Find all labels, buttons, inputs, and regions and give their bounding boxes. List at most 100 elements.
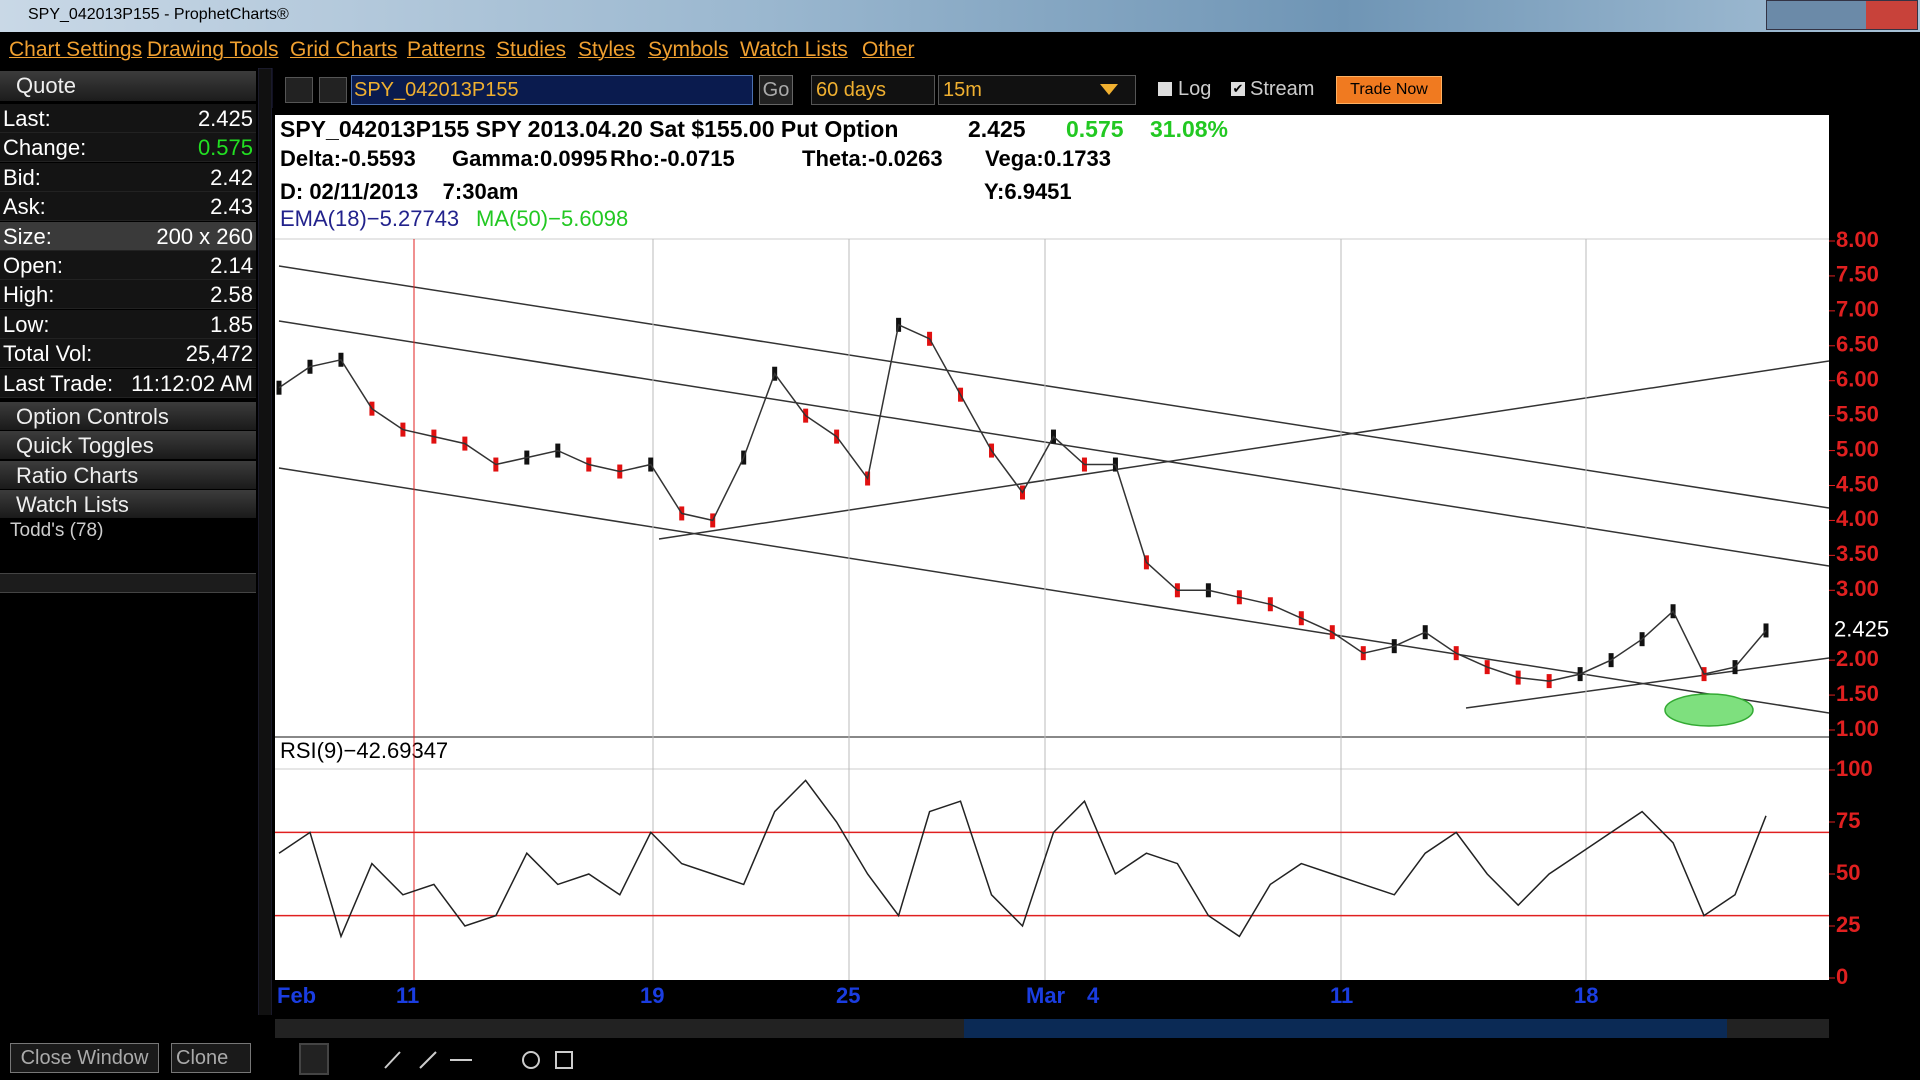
y-tick-label: 1.00 [1836, 716, 1879, 741]
menu-item[interactable]: Grid Charts [290, 38, 398, 61]
menu-item[interactable]: Symbols [648, 38, 729, 61]
trade-now-button[interactable]: Trade Now [1336, 76, 1442, 104]
x-tick-label: 19 [640, 983, 664, 1008]
last-price: 2.425 [968, 116, 1026, 142]
section-header[interactable]: Ratio Charts [0, 460, 256, 489]
log-checkbox[interactable] [1158, 82, 1172, 96]
greek: Delta:-0.5593 [280, 146, 416, 171]
range-select[interactable]: 60 days [811, 75, 935, 105]
x-tick-label: Mar [1026, 983, 1066, 1008]
quote-label: Low: [3, 311, 50, 337]
price-marker [1763, 623, 1769, 638]
go-button[interactable]: Go [759, 75, 793, 105]
y-tick-label: 1.50 [1836, 681, 1879, 706]
quote-row: Low: 1.85 [0, 309, 256, 339]
x-tick-label: 18 [1574, 983, 1598, 1008]
section-title: Ratio Charts [16, 462, 139, 488]
quote-value: 2.42 [210, 164, 253, 190]
quote-label: Size: [3, 223, 52, 249]
tool-rect[interactable] [555, 1051, 573, 1069]
interval-select[interactable]: 15m [938, 75, 1136, 105]
stream-checkbox[interactable]: ✔ [1231, 81, 1245, 96]
quote-row: Last: 2.425 [0, 104, 256, 133]
section-title: Quote [16, 73, 76, 98]
menu-item[interactable]: Styles [578, 38, 636, 61]
y-tick-label: 5.50 [1836, 401, 1879, 426]
ema-label: EMA(18)−5.27743 [280, 206, 459, 231]
quote-value: 2.43 [210, 194, 253, 220]
last-price-label: 2.425 [1834, 616, 1889, 641]
menu-item[interactable]: Drawing Tools [147, 38, 279, 61]
menu-item[interactable]: Studies [496, 38, 567, 61]
menu-item[interactable]: Patterns [407, 38, 486, 61]
greek: Gamma:0.0995 [452, 146, 607, 171]
quote-row: Size: 200 x 260 [0, 221, 256, 251]
y-tick-label: 2.00 [1836, 646, 1879, 671]
side-panel: Quote Todd's (78) Close Window Clone Las… [0, 68, 258, 1080]
symbol-input[interactable]: SPY_042013P155 [351, 75, 753, 105]
rsi-tick-label: 50 [1836, 860, 1860, 885]
trendline[interactable] [1465, 657, 1830, 709]
quote-row: Open: 2.14 [0, 251, 256, 280]
y-tick-label: 7.50 [1836, 262, 1879, 287]
quote-value: 25,472 [185, 341, 253, 367]
change-pct: 31.08% [1150, 116, 1228, 142]
change: 0.575 [1066, 116, 1124, 142]
quote-label: Total Vol: [3, 341, 93, 367]
instrument-name: SPY_042013P155 SPY 2013.04.20 Sat $155.0… [280, 116, 898, 142]
trendline[interactable] [278, 467, 1830, 714]
tool-select[interactable] [299, 1043, 329, 1075]
quote-label: Open: [3, 253, 63, 278]
list-controls[interactable] [0, 573, 256, 593]
section-title: Watch Lists [16, 492, 129, 518]
menu-item[interactable]: Chart Settings [9, 38, 143, 61]
quote-header[interactable]: Quote [0, 71, 256, 101]
rsi-tick-label: 25 [1836, 912, 1860, 937]
trendline[interactable] [278, 265, 1830, 509]
menu-item[interactable]: Watch Lists [740, 38, 848, 61]
quote-value: 200 x 260 [156, 223, 253, 249]
rsi-tick-label: 100 [1836, 756, 1873, 781]
quote-value: 2.58 [210, 282, 253, 308]
watch-list-item[interactable]: Todd's (78) [10, 520, 104, 541]
section-header[interactable]: Option Controls [0, 402, 256, 430]
log-label: Log [1178, 78, 1212, 100]
section-header[interactable]: Watch Lists [0, 490, 256, 519]
x-tick-label: 11 [396, 983, 419, 1008]
y-tick-label: 6.00 [1836, 367, 1879, 392]
splitter[interactable] [257, 67, 273, 1080]
section-title: Option Controls [16, 404, 169, 429]
forward-button[interactable] [319, 77, 347, 103]
quote-row: Total Vol: 25,472 [0, 339, 256, 369]
tool-line[interactable] [384, 1051, 401, 1069]
back-button[interactable] [285, 77, 313, 103]
x-tick-label: Feb [277, 983, 316, 1008]
highlight-ellipse[interactable] [1664, 693, 1754, 727]
quote-value: 11:12:02 AM [131, 370, 253, 396]
tool-channel[interactable] [419, 1051, 437, 1069]
dropdown-arrow[interactable] [1100, 84, 1118, 95]
close-window-button[interactable]: Close Window [10, 1043, 159, 1073]
cursor-date: D: 02/11/2013 7:30am [280, 179, 519, 204]
window-title: SPY_042013P155 - ProphetCharts® [28, 6, 289, 23]
x-tick-label: 11 [1330, 983, 1353, 1008]
ma-label: MA(50)−5.6098 [476, 206, 628, 231]
greek: Theta:-0.0263 [802, 146, 943, 171]
chart-area [275, 115, 1829, 980]
quote-label: Ask: [3, 194, 46, 220]
tool-ellipse[interactable] [522, 1051, 540, 1069]
price-line [278, 323, 1767, 682]
quote-row: High: 2.58 [0, 280, 256, 310]
y-tick-label: 6.50 [1836, 332, 1879, 357]
scrollbar-thumb[interactable] [964, 1019, 1727, 1038]
rsi-tick-label: 75 [1836, 808, 1860, 833]
y-tick-label: 5.00 [1836, 436, 1879, 461]
trendline[interactable] [658, 360, 1830, 540]
quote-value: 0.575 [197, 135, 253, 161]
clone-button[interactable]: Clone [171, 1043, 251, 1073]
window-controls[interactable] [1766, 0, 1918, 30]
x-tick-label: 4 [1087, 983, 1100, 1008]
menu-item[interactable]: Other [862, 38, 915, 61]
section-header[interactable]: Quick Toggles [0, 431, 256, 460]
